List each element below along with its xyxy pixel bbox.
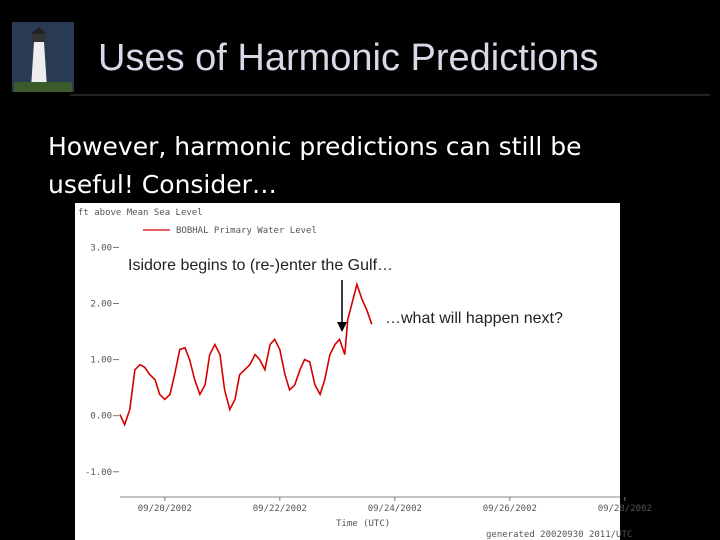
x-axis-label: Time (UTC): [336, 519, 390, 529]
x-tick-label: 09/20/2002: [138, 504, 192, 514]
lighthouse-logo: [12, 22, 74, 92]
chart-panel: [75, 203, 620, 540]
y-tick-label: 1.00: [90, 356, 112, 366]
y-tick-label: 2.00: [90, 300, 112, 310]
arrow: [337, 280, 347, 332]
y-tick-label: 0.00: [90, 412, 112, 422]
footnote: generated 20020930 2011/UTC: [486, 530, 632, 540]
x-tick-label: 09/22/2002: [253, 504, 307, 514]
body-text: useful! Consider…: [48, 170, 277, 199]
x-tick-label: 09/26/2002: [483, 504, 537, 514]
x-tick-label: 09/24/2002: [368, 504, 422, 514]
annotation: …what will happen next?: [385, 310, 563, 327]
data-line: [119, 281, 373, 427]
y-axis-label: ft above Mean Sea Level: [78, 208, 203, 218]
y-tick-label: 3.00: [90, 243, 112, 253]
body-text: However, harmonic predictions can still …: [48, 132, 582, 161]
legend-label: BOBHAL Primary Water Level: [176, 226, 317, 236]
x-tick-label: 09/28/2002: [598, 504, 652, 514]
y-tick-label: -1.00: [85, 468, 112, 478]
annotation: Isidore begins to (re-)enter the Gulf…: [128, 257, 393, 274]
slide-title: Uses of Harmonic Predictions: [98, 37, 599, 79]
